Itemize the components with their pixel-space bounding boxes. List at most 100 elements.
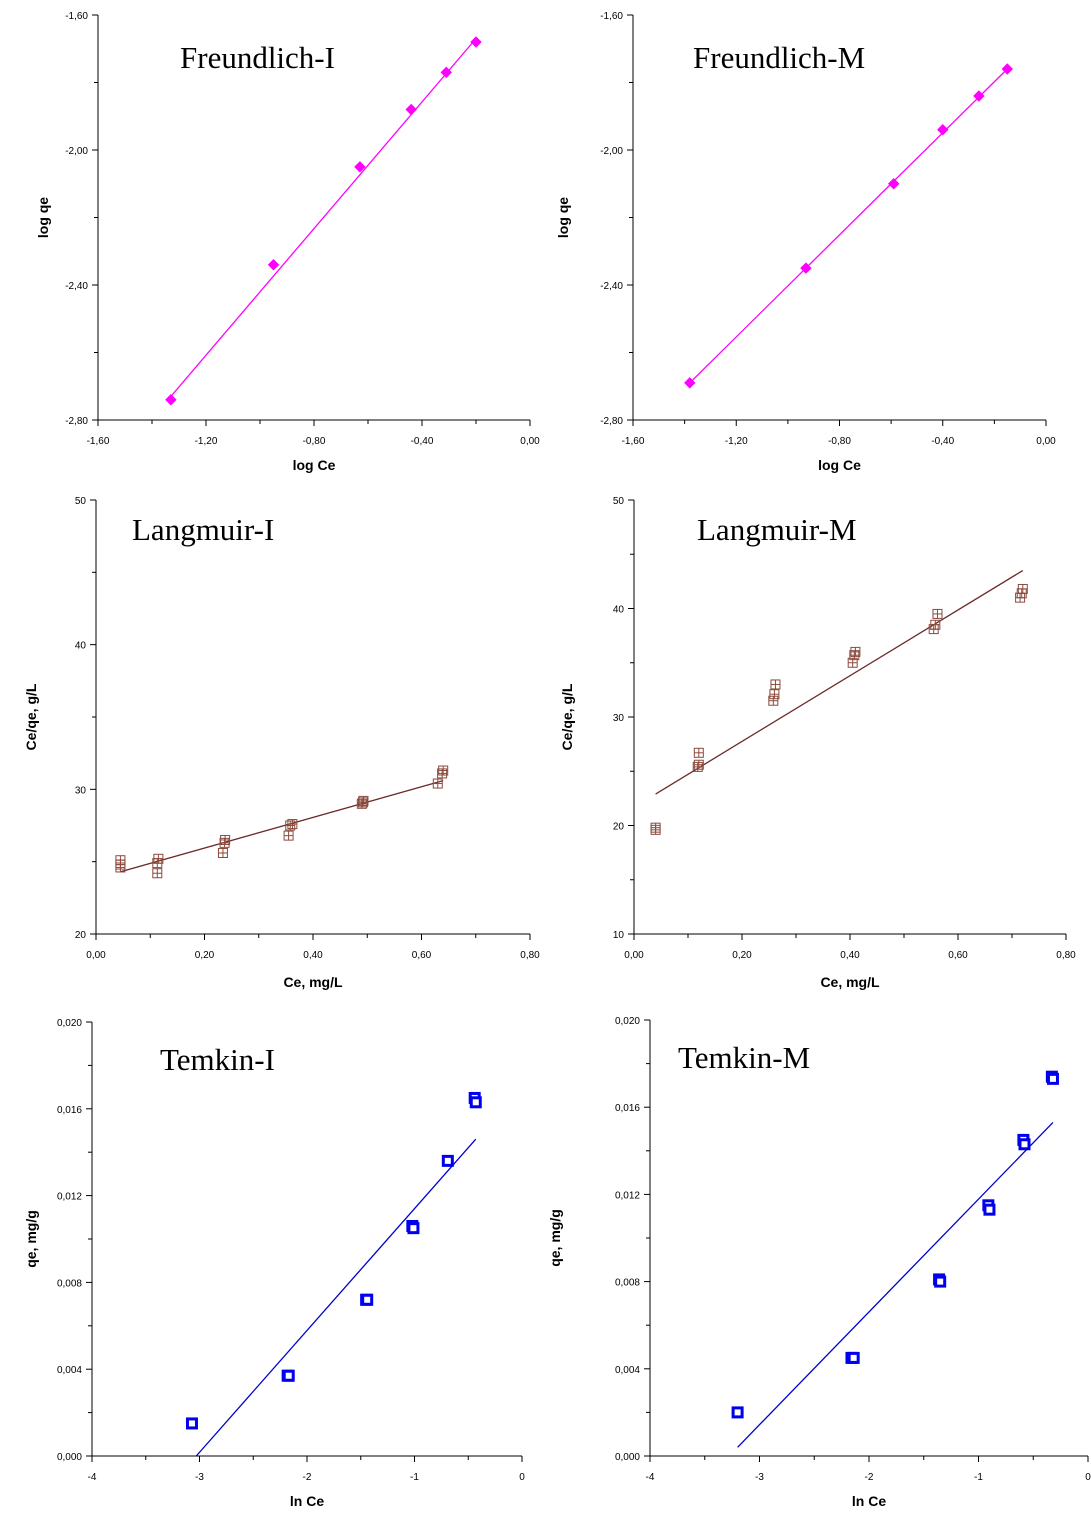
x-tick-label: -1,20 <box>725 436 748 447</box>
data-point <box>165 394 177 406</box>
data-point <box>354 161 366 173</box>
y-tick-label: 0,004 <box>57 1365 82 1376</box>
data-point <box>469 1096 482 1109</box>
chart-title: Temkin-I <box>160 1042 275 1077</box>
data-point <box>438 765 449 776</box>
y-tick-label: 0,008 <box>57 1278 82 1289</box>
y-tick-label: 50 <box>75 496 87 507</box>
y-tick-label: -2,40 <box>65 281 88 292</box>
data-point <box>934 1275 947 1288</box>
data-point <box>692 761 703 772</box>
x-tick-label: -0,40 <box>931 436 954 447</box>
y-tick-label: 0,020 <box>615 1016 640 1027</box>
x-tick-label: -1,60 <box>87 436 110 447</box>
chart-title: Temkin-M <box>678 1040 810 1075</box>
x-tick-label: -2 <box>303 1472 312 1483</box>
data-point <box>441 1154 454 1167</box>
data-point <box>267 259 280 271</box>
data-point <box>887 178 900 190</box>
y-tick-label: -2,40 <box>600 281 623 292</box>
y-axis-label: log qe <box>555 197 571 238</box>
chart-panel-4: 0,00 0,20 0,40 0,60 0,80 10 20 30 40 50 Ce, mg/L Ce… <box>559 496 1076 990</box>
y-tick-label: 0,012 <box>615 1190 640 1201</box>
chart-panel-2: -1,60 -1,20 -0,80 -0,40 0,00 -2,80 -2,40 -2,00 -… <box>555 11 1056 473</box>
y-tick-label: 0,016 <box>615 1103 640 1114</box>
x-tick-label: 0,00 <box>520 436 540 447</box>
data-point <box>693 747 704 758</box>
x-tick-label: 0 <box>1085 1472 1091 1483</box>
chart-panel-3: 0,00 0,20 0,40 0,60 0,80 20 30 40 50 Ce, mg/L Ce/q… <box>23 496 540 990</box>
y-tick-label: 0,012 <box>57 1192 82 1203</box>
data-point <box>283 830 294 841</box>
x-tick-label: 0,00 <box>624 950 644 961</box>
fit-line <box>120 780 444 873</box>
data-point <box>850 646 861 657</box>
y-tick-label: 0,016 <box>57 1105 82 1116</box>
data-point <box>693 759 704 770</box>
data-point <box>932 608 943 619</box>
x-tick-label: -0,80 <box>303 436 326 447</box>
data-point <box>930 619 941 630</box>
data-point <box>282 1369 295 1382</box>
x-axis-label: ln Ce <box>852 1493 886 1509</box>
y-axis-label: qe, mg/g <box>547 1209 563 1267</box>
x-tick-label: -4 <box>646 1472 655 1483</box>
y-tick-label: 40 <box>75 641 87 652</box>
fit-line <box>689 68 1008 384</box>
y-axis-label: log qe <box>35 197 51 238</box>
y-tick-label: -2,80 <box>65 416 88 427</box>
data-point <box>153 853 164 864</box>
y-tick-label: -2,00 <box>600 146 623 157</box>
data-point <box>185 1417 198 1430</box>
data-point <box>432 778 443 789</box>
chart-panel-6: -4 -3 -2 -1 0 0,000 0,004 0,008 0,012 0,016 0,020 l… <box>547 1016 1091 1509</box>
data-point <box>1046 1072 1059 1085</box>
data-point <box>217 847 228 858</box>
fit-line <box>737 1122 1054 1448</box>
data-point <box>440 66 453 79</box>
x-tick-label: -1,20 <box>195 436 218 447</box>
x-tick-label: 0 <box>519 1472 525 1483</box>
data-point <box>800 262 812 274</box>
data-point <box>973 90 985 102</box>
y-tick-label: -2,80 <box>600 416 623 427</box>
x-tick-label: 0,20 <box>195 950 215 961</box>
x-tick-label: 0,00 <box>86 950 106 961</box>
x-tick-label: -3 <box>195 1472 204 1483</box>
y-tick-label: 50 <box>613 496 625 507</box>
chart-panel-1: -1,60 -1,20 -0,80 -0,40 0,00 -2,80 -2,40 -2,00 -… <box>35 11 540 473</box>
y-axis-label: Ce/qe, g/L <box>23 683 39 750</box>
x-tick-label: 0,40 <box>840 950 860 961</box>
x-tick-label: 0,20 <box>732 950 752 961</box>
data-point <box>770 679 781 690</box>
y-tick-label: 0,008 <box>615 1278 640 1289</box>
y-tick-label: 0,000 <box>615 1452 640 1463</box>
data-point <box>287 819 298 830</box>
y-tick-label: 20 <box>75 930 87 941</box>
x-tick-label: 0,00 <box>1036 436 1056 447</box>
x-tick-label: -4 <box>88 1472 97 1483</box>
x-tick-label: -1 <box>410 1472 419 1483</box>
fit-line <box>195 1138 477 1457</box>
y-tick-label: 0,000 <box>57 1452 82 1463</box>
y-tick-label: 40 <box>613 605 625 616</box>
x-tick-label: 0,60 <box>412 950 432 961</box>
data-point <box>731 1406 744 1419</box>
y-tick-label: 30 <box>613 713 625 724</box>
x-tick-label: 0,80 <box>520 950 540 961</box>
x-axis-label: log Ce <box>293 457 336 473</box>
data-point <box>152 868 163 879</box>
data-point <box>768 695 779 706</box>
fit-line <box>170 38 477 397</box>
y-tick-label: 20 <box>613 822 625 833</box>
chart-title: Langmuir-I <box>132 512 274 547</box>
data-point <box>358 795 369 806</box>
x-tick-label: -1,60 <box>622 436 645 447</box>
data-point <box>220 834 231 845</box>
y-axis-label: qe, mg/g <box>23 1210 39 1268</box>
x-axis-label: Ce, mg/L <box>283 974 343 990</box>
data-point <box>361 1293 374 1306</box>
data-point <box>650 822 661 833</box>
data-point <box>684 377 696 389</box>
